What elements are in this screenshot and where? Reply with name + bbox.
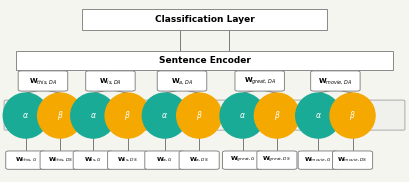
FancyBboxPatch shape <box>235 71 285 91</box>
Text: $\mathbf{W}_{\mathit{a,G}}$: $\mathbf{W}_{\mathit{a,G}}$ <box>156 156 173 164</box>
Text: $\beta$: $\beta$ <box>57 109 63 122</box>
Bar <box>82 9 327 29</box>
FancyBboxPatch shape <box>179 151 219 169</box>
Text: $\alpha$: $\alpha$ <box>239 111 246 120</box>
Ellipse shape <box>105 93 150 138</box>
Text: $\alpha$: $\alpha$ <box>90 111 97 120</box>
FancyBboxPatch shape <box>157 71 207 91</box>
Text: $\alpha$: $\alpha$ <box>162 111 168 120</box>
Ellipse shape <box>142 93 187 138</box>
FancyBboxPatch shape <box>298 151 338 169</box>
FancyBboxPatch shape <box>145 151 185 169</box>
Text: $\mathbf{W}_{\mathit{a,DA}}$: $\mathbf{W}_{\mathit{a,DA}}$ <box>171 76 193 86</box>
Ellipse shape <box>296 93 341 138</box>
FancyBboxPatch shape <box>4 100 405 130</box>
Bar <box>16 50 393 70</box>
Text: $\mathbf{W}_{\mathit{is,DS}}$: $\mathbf{W}_{\mathit{is,DS}}$ <box>117 156 138 164</box>
FancyBboxPatch shape <box>18 71 67 91</box>
Ellipse shape <box>3 93 48 138</box>
Text: $\mathbf{W}_{\mathit{a,DS}}$: $\mathbf{W}_{\mathit{a,DS}}$ <box>189 156 209 164</box>
Text: $\mathbf{W}_{\mathit{movie,DA}}$: $\mathbf{W}_{\mathit{movie,DA}}$ <box>318 76 353 86</box>
Text: $\mathbf{W}_{\mathit{movie,G}}$: $\mathbf{W}_{\mathit{movie,G}}$ <box>304 156 332 164</box>
Ellipse shape <box>254 93 299 138</box>
Text: $\alpha$: $\alpha$ <box>22 111 29 120</box>
Text: $\beta$: $\beta$ <box>349 109 356 122</box>
FancyBboxPatch shape <box>257 151 297 169</box>
Text: Sentence Encoder: Sentence Encoder <box>159 56 250 65</box>
Text: $\mathbf{W}_{\mathit{this,DA}}$: $\mathbf{W}_{\mathit{this,DA}}$ <box>29 76 57 86</box>
Ellipse shape <box>177 93 222 138</box>
FancyBboxPatch shape <box>108 151 148 169</box>
FancyBboxPatch shape <box>73 151 113 169</box>
Text: Classification Layer: Classification Layer <box>155 15 254 24</box>
Ellipse shape <box>220 93 265 138</box>
Text: $\beta$: $\beta$ <box>124 109 131 122</box>
Text: $\alpha$: $\alpha$ <box>315 111 321 120</box>
Text: $\mathbf{W}_{\mathit{great,DA}}$: $\mathbf{W}_{\mathit{great,DA}}$ <box>244 75 276 87</box>
Text: $\mathbf{W}_{\mathit{this,DS}}$: $\mathbf{W}_{\mathit{this,DS}}$ <box>47 156 73 164</box>
FancyBboxPatch shape <box>311 71 360 91</box>
Text: $\mathbf{W}_{\mathit{this,G}}$: $\mathbf{W}_{\mathit{this,G}}$ <box>15 156 37 164</box>
Text: $\mathbf{W}_{\mathit{is,DA}}$: $\mathbf{W}_{\mathit{is,DA}}$ <box>99 76 122 86</box>
FancyBboxPatch shape <box>333 151 373 169</box>
Text: $\beta$: $\beta$ <box>196 109 202 122</box>
Text: $\mathbf{W}_{\mathit{is,G}}$: $\mathbf{W}_{\mathit{is,G}}$ <box>84 156 102 164</box>
Text: $\beta$: $\beta$ <box>274 109 280 122</box>
FancyBboxPatch shape <box>86 71 135 91</box>
Ellipse shape <box>71 93 116 138</box>
FancyBboxPatch shape <box>6 151 46 169</box>
Ellipse shape <box>38 93 83 138</box>
FancyBboxPatch shape <box>222 151 263 169</box>
Text: $\mathbf{W}_{\mathit{great,DS}}$: $\mathbf{W}_{\mathit{great,DS}}$ <box>263 155 291 165</box>
Text: $\mathbf{W}_{\mathit{great,G}}$: $\mathbf{W}_{\mathit{great,G}}$ <box>229 155 256 165</box>
Text: $\mathbf{W}_{\mathit{movie,DS}}$: $\mathbf{W}_{\mathit{movie,DS}}$ <box>337 156 368 164</box>
Ellipse shape <box>330 93 375 138</box>
FancyBboxPatch shape <box>40 151 80 169</box>
